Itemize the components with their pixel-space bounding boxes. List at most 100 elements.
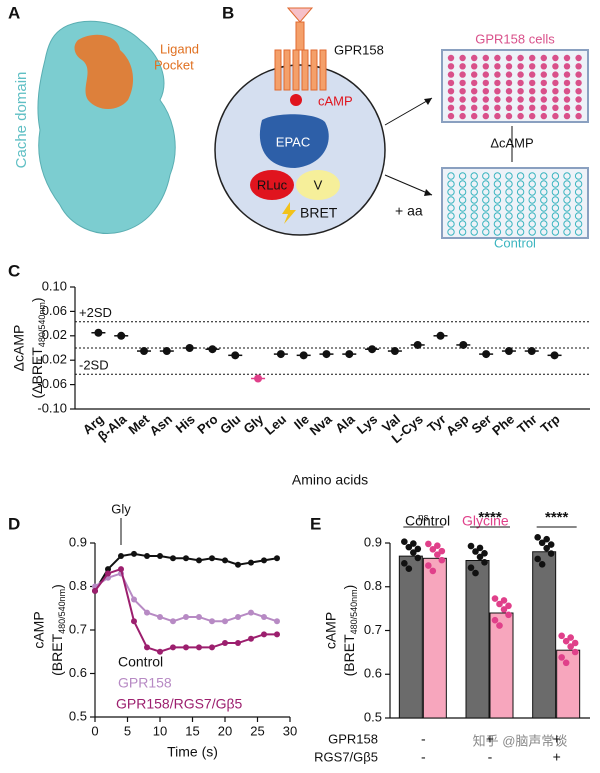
well [470,212,478,220]
well [563,104,571,112]
well [529,88,536,95]
y-tick-label: -0.10 [37,400,67,415]
replicate [472,569,479,577]
well [505,180,513,188]
point [235,640,241,647]
well [551,188,560,196]
well [574,204,583,212]
plate-label: Control [494,235,536,250]
well [540,63,547,70]
bret-label: BRET [300,205,338,221]
well [459,63,466,70]
panel-letter: B [222,3,234,22]
y-tick-label: 0.6 [69,665,87,680]
y-label-unit: (BRET480/540nm) [341,585,360,677]
well [528,196,536,204]
well [505,172,513,180]
well [447,112,455,120]
well [574,212,583,220]
well [447,54,455,62]
well [493,228,502,236]
arrow [384,174,433,196]
well [529,79,536,87]
condition-mark: + [553,731,561,747]
y-label-part: 480/540nm [57,589,67,634]
well [540,212,548,220]
replicate [500,606,508,613]
well [482,112,489,120]
x-tick-label: Nva [307,411,336,438]
point [183,555,189,562]
point [144,609,150,616]
x-tick-label: 0 [91,723,98,738]
well [505,188,513,196]
panel-letter: C [8,261,20,280]
x-tick-label: Ala [332,411,358,436]
bar [489,612,514,719]
well [529,54,536,62]
well [563,180,571,188]
well [563,71,571,78]
well [447,188,455,196]
well [447,63,455,70]
well [551,180,560,188]
well [575,54,582,62]
replicate [414,545,422,553]
well [459,112,466,120]
replicate [567,643,574,650]
x-tick-label: Glu [217,411,243,436]
well [482,220,490,228]
well [505,96,513,103]
x-tick-label: Pro [194,411,220,436]
well [447,180,455,188]
well [563,172,571,180]
rluc [250,170,294,200]
well [458,180,467,188]
well [447,104,455,112]
well [482,63,489,70]
point [261,557,267,564]
point [105,570,111,577]
point [274,631,280,638]
well [563,96,571,103]
well [575,96,582,103]
well [505,104,513,112]
pocket-label: Pocket [154,57,194,72]
well [516,188,525,196]
x-tick-label: 20 [218,723,232,738]
well [459,71,466,78]
point [196,557,202,564]
well [470,172,478,180]
well [529,96,536,103]
well [517,96,524,103]
point [157,648,163,655]
point [196,644,202,651]
replicate [429,567,437,575]
replicate [429,546,437,553]
panel-letter: A [8,3,20,22]
well [516,172,525,180]
replicate [538,539,546,547]
plate-label: GPR158 cells [475,31,555,46]
point [170,555,176,562]
well [459,88,466,95]
well [459,104,466,112]
well [482,54,489,62]
replicate [491,595,499,602]
y-label-part: ) [341,585,357,590]
v-label: V [314,177,323,192]
well [540,71,547,78]
y-tick-label: 0.5 [69,708,87,723]
point [222,557,228,564]
protein-surface [37,20,176,234]
point [235,613,241,620]
well [493,204,502,212]
y-tick-label: 0.06 [42,303,67,318]
replicate [491,616,499,624]
well [482,88,489,95]
well [494,54,501,62]
significance: **** [478,509,502,526]
replicate [410,540,417,547]
well [482,204,490,212]
y-tick-label: 0.9 [364,534,382,549]
